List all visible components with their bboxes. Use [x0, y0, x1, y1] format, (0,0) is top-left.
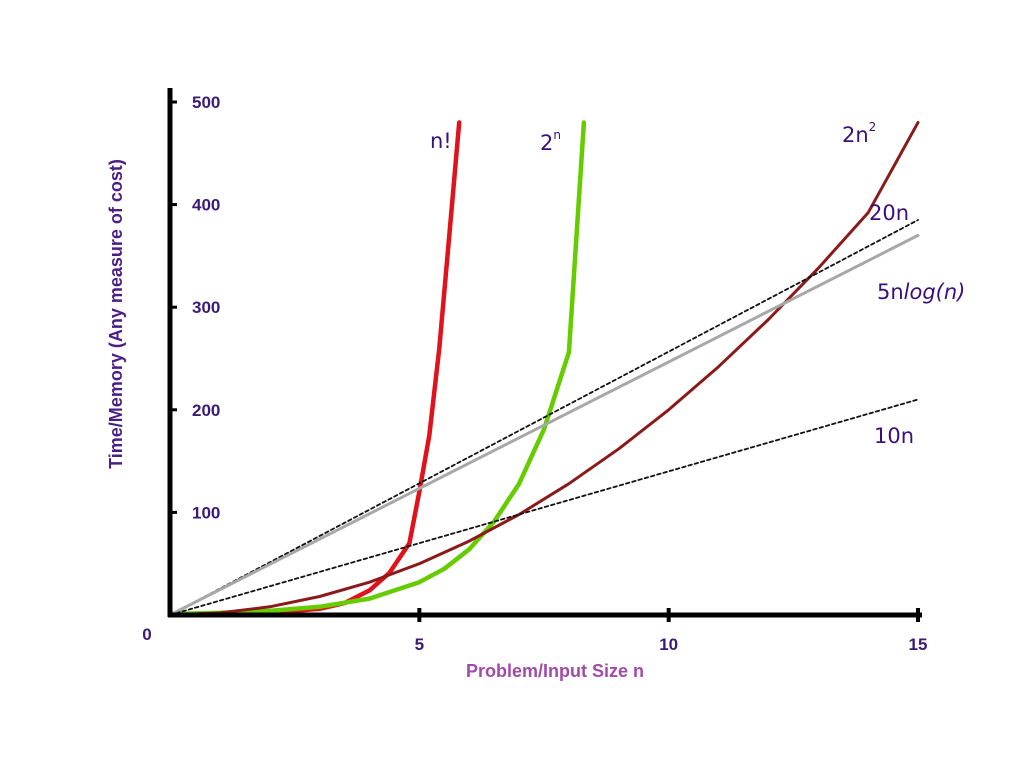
series-layer	[167, 120, 920, 617]
y-tick-label: 300	[192, 298, 220, 317]
labels-layer: 100 200 300 400 500 0 5 10 15 Problem/Input Size …	[106, 93, 965, 681]
x-tick-label: 10	[659, 635, 678, 654]
y-tick-label: 100	[192, 503, 220, 522]
series-line-five-n-log-n	[168, 233, 920, 617]
axes-layer	[167, 88, 922, 622]
series-label-ten-n: 10n	[874, 424, 914, 448]
x-tick-label: 0	[142, 625, 151, 644]
series-line-twenty-n	[169, 219, 919, 616]
series-line-ten-n	[169, 398, 919, 616]
y-axis-title: Time/Memory (Any measure of cost)	[106, 159, 126, 469]
y-tick-label: 500	[192, 93, 220, 112]
y-tick-label: 200	[192, 401, 220, 420]
series-label-twenty-n: 20n	[869, 201, 909, 225]
series-label-n-factorial: n!	[430, 129, 452, 153]
x-tick-label: 5	[415, 635, 424, 654]
x-tick-label: 15	[909, 635, 928, 654]
y-tick-label: 400	[192, 196, 220, 215]
series-line-two-pow-n	[167, 120, 587, 617]
series-line-two-n-squared	[168, 121, 920, 617]
series-label-two-pow-n: 2n	[540, 128, 561, 155]
series-label-two-n-squared: 2n2	[842, 120, 876, 147]
series-label-five-n-log-n: 5nlog(n)	[877, 280, 965, 304]
x-axis-title: Problem/Input Size n	[466, 661, 644, 681]
